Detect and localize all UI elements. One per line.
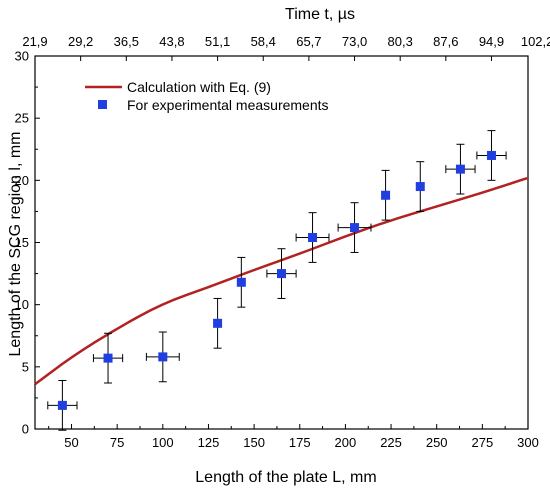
y-tick-label: 10 <box>15 297 29 312</box>
measurement-point <box>236 256 246 308</box>
measurement-point <box>92 332 124 384</box>
top-tick-label: 29,2 <box>68 34 93 49</box>
y-tick-label: 15 <box>15 235 29 250</box>
top-tick-label: 80,3 <box>388 34 413 49</box>
y-tick-label: 20 <box>15 173 29 188</box>
top-tick-label: 58,4 <box>251 34 276 49</box>
calculation-line <box>34 176 529 386</box>
measurement-point <box>337 202 372 253</box>
x-tick-label: 225 <box>380 435 402 450</box>
y-tick-label: 0 <box>22 422 29 437</box>
x-tick-label: 75 <box>110 435 124 450</box>
top-tick-label: 94,9 <box>479 34 504 49</box>
measurement-marker <box>158 352 168 362</box>
measurement-point <box>213 297 223 349</box>
measurement-marker <box>350 223 360 233</box>
x-tick-label: 200 <box>335 435 357 450</box>
measurement-marker <box>236 277 246 287</box>
x-tick-label: 100 <box>152 435 174 450</box>
series-layer <box>34 130 529 431</box>
x-tick-label: 300 <box>517 435 539 450</box>
top-tick-label: 43,8 <box>159 34 184 49</box>
measurement-marker <box>455 164 465 174</box>
y-axis-title: Length of the SCG region l, mm <box>7 132 24 357</box>
measurement-marker <box>213 318 223 328</box>
measurement-marker <box>57 400 67 410</box>
y-tick-label: 5 <box>22 359 29 374</box>
x-tick-label: 250 <box>426 435 448 450</box>
x-tick-label: 150 <box>243 435 265 450</box>
measurement-point <box>295 212 330 263</box>
measurement-point <box>145 331 180 383</box>
measurement-point <box>476 130 507 181</box>
measurement-marker <box>415 182 425 192</box>
x-tick-label: 50 <box>64 435 78 450</box>
legend-square-swatch <box>98 100 107 109</box>
measurement-point <box>445 143 476 195</box>
measurement-marker <box>308 233 318 243</box>
legend: Calculation with Eq. (9) For experimenta… <box>85 79 329 113</box>
measurement-marker <box>277 269 286 279</box>
x-tick-label: 175 <box>289 435 311 450</box>
measurement-point <box>381 169 391 221</box>
y-tick-label: 30 <box>15 49 29 64</box>
y-tick-label: 25 <box>15 111 29 126</box>
top-tick-label: 36,5 <box>114 34 139 49</box>
top-tick-label: 21,9 <box>22 34 47 49</box>
measurement-point <box>47 380 78 431</box>
top-tick-label: 102,2 <box>521 34 550 49</box>
top-axis-title: Time t, µs <box>285 6 355 23</box>
top-tick-label: 51,1 <box>205 34 230 49</box>
top-tick-label: 87,6 <box>433 34 458 49</box>
x-tick-label: 125 <box>198 435 220 450</box>
measurement-marker <box>381 190 391 200</box>
measurement-marker <box>486 150 496 160</box>
measurement-point <box>266 248 297 299</box>
measurement-point <box>415 161 425 212</box>
legend-entry-calculation: Calculation with Eq. (9) <box>127 79 271 95</box>
x-axis-title: Length of the plate L, mm <box>195 469 376 486</box>
measurement-marker <box>103 353 113 363</box>
x-tick-label: 275 <box>472 435 494 450</box>
axis-ticks: 50 75 100 125 150 175 200 225 250 275 300 0 5 10 15 20 2… <box>15 34 550 450</box>
top-tick-label: 73,0 <box>342 34 367 49</box>
legend-entry-measurements: For experimental measurements <box>127 97 329 113</box>
top-tick-label: 65,7 <box>296 34 321 49</box>
